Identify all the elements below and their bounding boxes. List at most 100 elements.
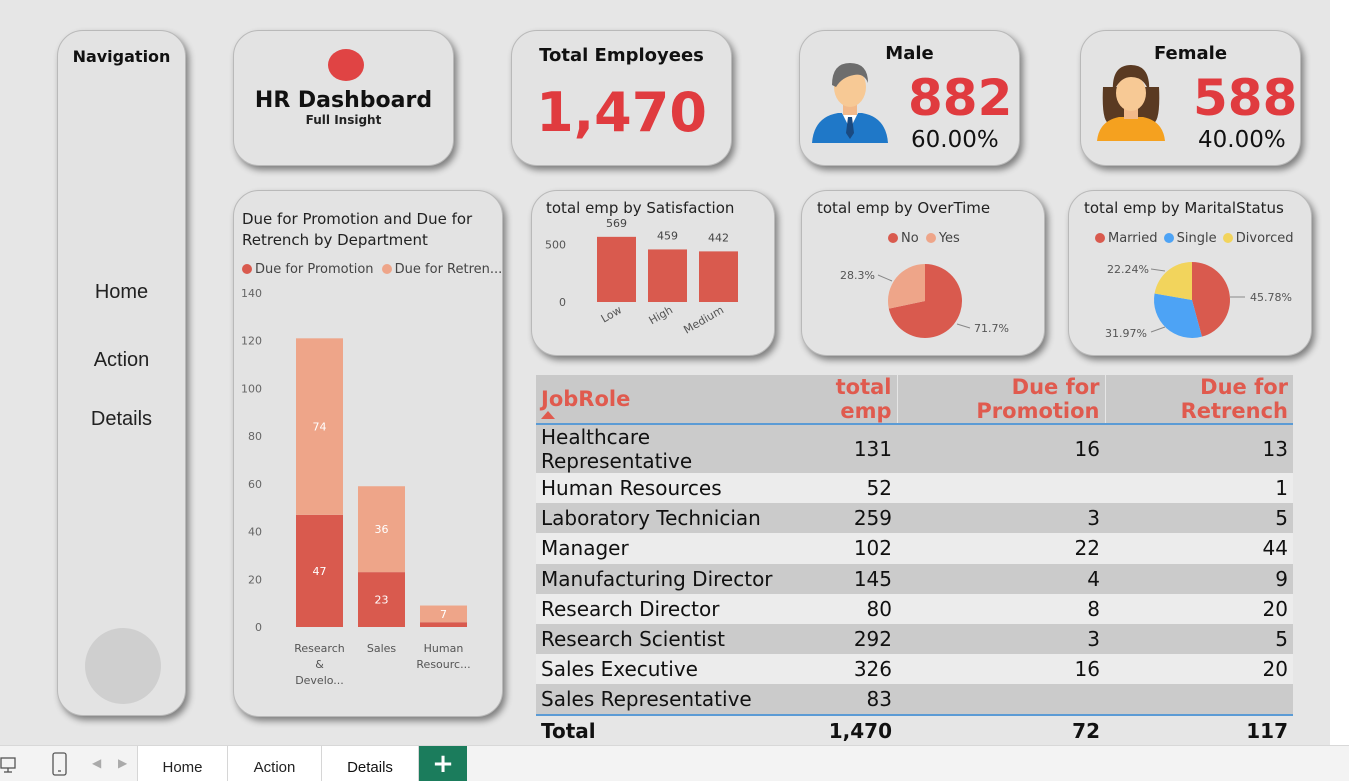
- dashboard-subtitle: Full Insight: [305, 113, 382, 127]
- bar-data-label: 47: [313, 565, 327, 578]
- female-title: Female: [1153, 43, 1228, 64]
- y-tick-label: 60: [248, 478, 262, 491]
- male-value: 882: [908, 69, 1013, 127]
- marital-slice: [1154, 262, 1192, 300]
- tab-details[interactable]: Details: [322, 746, 419, 781]
- table-row[interactable]: Healthcare Representative 131 16 13: [536, 424, 1293, 473]
- dept-bar-chart: 0 20 40 60 80 100 120 140 47 74 Research & Develo...…: [241, 287, 471, 687]
- satisfaction-bar-chart: 0 500 569 Low 459 High 442 Medium: [545, 217, 738, 337]
- x-tick-label: &: [315, 658, 324, 671]
- female-card: Female 588 40.00%: [1080, 30, 1301, 166]
- overtime-chart-card: total emp by OverTime No Yes 71.7% 28.3%: [801, 190, 1045, 356]
- nav-circle-button[interactable]: [85, 628, 161, 704]
- desktop-view-icon[interactable]: [0, 756, 18, 774]
- legend-item-retrench[interactable]: Due for Retren...: [381, 262, 502, 277]
- dept-chart-card: Due for Promotion and Due for Retrench b…: [233, 190, 503, 717]
- x-tick-label: Develo...: [295, 674, 344, 687]
- cell-due-retrench: 20: [1105, 654, 1293, 685]
- male-avatar-icon: [812, 63, 888, 143]
- table-row[interactable]: Laboratory Technician 259 3 5: [536, 503, 1293, 534]
- col-header-due-promotion[interactable]: Due for Promotion: [896, 375, 1105, 425]
- mobile-view-icon[interactable]: [51, 751, 69, 777]
- col-header-due-retrench[interactable]: Due for Retrench: [1104, 375, 1293, 425]
- cell-total-emp: 102: [786, 533, 897, 564]
- x-tick-label: Low: [599, 303, 624, 325]
- cell-total-emp: 52: [786, 473, 897, 504]
- x-tick-label: Human: [424, 642, 464, 655]
- y-tick-label: 20: [248, 573, 262, 586]
- cell-due-promotion: 3: [897, 623, 1105, 655]
- overtime-legend: No Yes: [888, 231, 960, 246]
- x-tick-label: Resourc...: [416, 658, 470, 671]
- y-tick-label: 100: [241, 382, 262, 395]
- marital-slice: [1192, 262, 1230, 337]
- page-tab-bar: ◀ ▶ Home Action Details +: [0, 745, 1349, 781]
- cell-jobrole: Human Resources: [536, 473, 786, 504]
- x-tick-label: Medium: [681, 303, 726, 336]
- cell-due-retrench: 5: [1105, 503, 1293, 534]
- col-header-total-emp[interactable]: total emp: [786, 375, 897, 425]
- pie-value-label: 71.7%: [974, 322, 1009, 335]
- total-employees-value: 1,470: [536, 81, 707, 144]
- legend-item-no[interactable]: No: [888, 231, 919, 246]
- table-total-row: Total 1,470 72 117: [536, 713, 1293, 747]
- cell-due-promotion: 3: [897, 503, 1105, 534]
- nav-home-button[interactable]: Home: [94, 281, 149, 303]
- add-page-button[interactable]: +: [419, 746, 467, 781]
- scroll-left-icon[interactable]: ◀: [92, 756, 102, 770]
- cell-jobrole: Research Scientist: [536, 623, 786, 655]
- table-row[interactable]: Research Director 80 8 20: [536, 593, 1293, 624]
- total-emp-sum: 1,470: [786, 713, 897, 747]
- male-percent: 60.00%: [911, 127, 999, 153]
- col-header-jobrole[interactable]: JobRole: [536, 375, 786, 425]
- y-tick-label: 500: [545, 239, 566, 252]
- bar-data-label: 74: [313, 421, 327, 434]
- table-row[interactable]: Sales Representative 83: [536, 684, 1293, 715]
- cell-jobrole: Laboratory Technician: [536, 503, 786, 534]
- table-row[interactable]: Manager 102 22 44: [536, 533, 1293, 564]
- table-row[interactable]: Manufacturing Director 145 4 9: [536, 563, 1293, 594]
- cell-jobrole: Manager: [536, 533, 786, 564]
- bar-satisfaction: [597, 236, 636, 302]
- female-value: 588: [1193, 69, 1298, 127]
- sort-ascending-icon[interactable]: [541, 411, 555, 419]
- x-tick-label: Sales: [367, 642, 397, 655]
- table-row[interactable]: Human Resources 52 1: [536, 473, 1293, 504]
- legend-item-promotion[interactable]: Due for Promotion: [242, 262, 374, 277]
- legend-item-divorced[interactable]: Divorced: [1222, 231, 1294, 246]
- bar-data-label: 7: [440, 608, 447, 621]
- y-tick-label: 140: [241, 287, 262, 300]
- tab-action[interactable]: Action: [228, 746, 322, 781]
- cell-jobrole: Sales Representative: [536, 684, 786, 715]
- legend-item-yes[interactable]: Yes: [925, 231, 960, 246]
- bar-due-promotion: [296, 514, 343, 627]
- navigation-panel: Navigation Home Action Details: [57, 30, 186, 716]
- right-pane: [1330, 0, 1349, 745]
- cell-due-retrench: 1: [1105, 473, 1293, 504]
- legend-item-married[interactable]: Married: [1095, 231, 1158, 246]
- nav-details-button[interactable]: Details: [90, 408, 153, 430]
- y-tick-label: 0: [559, 296, 566, 309]
- total-employees-title: Total Employees: [539, 45, 704, 66]
- cell-due-promotion: 8: [897, 593, 1105, 624]
- cell-due-promotion: 22: [897, 533, 1105, 564]
- overtime-pie-chart: 71.7% 28.3%: [840, 264, 1009, 338]
- cell-total-emp: 80: [786, 593, 897, 624]
- nav-action-button[interactable]: Action: [93, 349, 150, 371]
- female-percent: 40.00%: [1198, 127, 1286, 153]
- cell-due-promotion: 16: [897, 424, 1105, 473]
- male-title: Male: [885, 43, 934, 64]
- table-row[interactable]: Research Scientist 292 3 5: [536, 623, 1293, 655]
- cell-due-promotion: 4: [897, 563, 1105, 594]
- navigation-title: Navigation: [72, 47, 171, 66]
- bar-due-promotion: [420, 622, 467, 627]
- legend-item-single[interactable]: Single: [1163, 231, 1217, 246]
- bar-satisfaction: [699, 251, 738, 302]
- y-tick-label: 40: [248, 526, 262, 539]
- label-leader-line: [1150, 268, 1166, 272]
- cell-due-retrench: 13: [1105, 424, 1293, 473]
- tab-home[interactable]: Home: [137, 746, 228, 781]
- scroll-right-icon[interactable]: ▶: [118, 756, 128, 770]
- cell-due-promotion: 16: [897, 654, 1105, 685]
- table-row[interactable]: Sales Executive 326 16 20: [536, 654, 1293, 685]
